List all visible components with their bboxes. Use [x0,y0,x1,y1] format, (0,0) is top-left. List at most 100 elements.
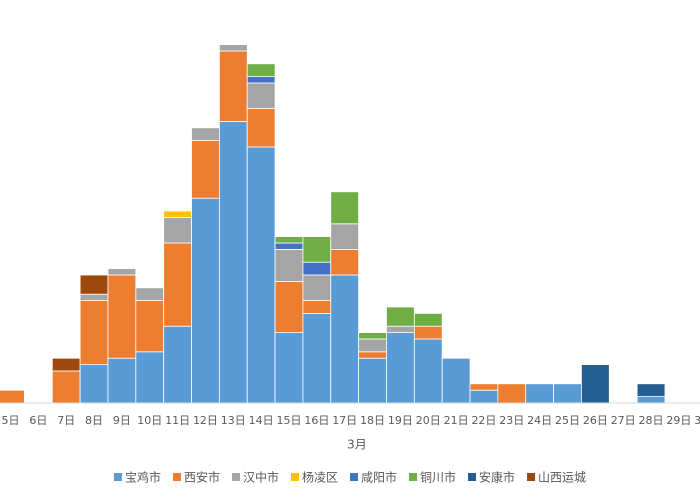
bar-segment [274,242,304,250]
bar-segment [163,325,192,404]
bar-segment [636,383,666,397]
legend-swatch [290,473,299,481]
bar-segment [581,364,610,404]
x-tick-label: 10日 [137,414,162,427]
bar-segment [330,223,360,250]
bar-segment [191,127,220,142]
legend-label: 西安市 [184,470,220,485]
bar-segment [497,383,527,404]
legend-label: 铜川市 [420,470,456,485]
x-tick-label: 20日 [416,414,441,427]
bar-segment [330,191,360,225]
bar-segment [636,396,666,404]
bar-segment [274,248,304,282]
bar-segment [79,293,109,302]
x-tick-label: 7日 [57,414,75,427]
x-tick-label: 13日 [221,414,246,427]
bar-segment [79,274,109,295]
bar-segment [107,274,137,359]
bar-segment [386,332,415,404]
bar-segment [386,306,415,327]
legend-label: 山西运城 [538,471,586,485]
x-tick-label: 15日 [277,414,302,427]
legend-label: 杨凌区 [302,470,338,485]
bar-segment [191,140,220,199]
bar-segment [135,351,165,404]
bar-segment [246,63,276,77]
bar-segment [79,300,109,366]
x-tick-label: 18日 [360,414,385,427]
legend-swatch [350,473,358,481]
legend-label: 咸阳市 [361,470,397,485]
bar-segment [413,338,443,404]
x-tick-label: 6日 [29,414,47,427]
bar-segment [358,332,387,340]
x-tick-label: 25日 [555,414,580,427]
bar-segment [274,280,304,333]
bar-segment [246,76,276,84]
bar-segment [386,325,415,334]
x-tick-label: 16日 [304,414,329,427]
x-tick-label: 17日 [332,414,357,427]
bar-segment [107,357,137,404]
bar-segment [51,357,81,372]
bar-segment [163,216,192,244]
bar-segment [330,274,360,404]
bar-segment [525,383,554,404]
bar-segment [135,300,165,353]
x-tick-label: 24日 [527,414,552,427]
legend-label: 安康市 [479,470,515,485]
bar-segment [274,236,304,244]
x-tick-label: 21日 [444,414,469,427]
x-tick-label: 14日 [249,414,274,427]
legend-label: 宝鸡市 [125,470,161,485]
x-tick-label: 27日 [611,414,636,427]
bar-segment [107,268,137,276]
legend: 宝鸡市 西安市 汉中市 杨凌区 咸阳市 铜川市 安康市 山西运城 [113,470,586,485]
x-tick-label: 29日 [666,414,691,427]
x-tick-label: 5日 [2,414,20,427]
bar-segment [358,351,387,359]
bar-segment [163,242,192,327]
bar-segment [302,312,332,404]
legend-swatch [172,473,181,481]
bar-segment [218,50,248,122]
bar-segment [441,357,471,404]
legend-swatch [527,473,536,481]
bar-segment [330,248,360,276]
bar-segment [358,338,387,353]
x-tick-label: 22日 [471,414,496,427]
legend-swatch [409,473,418,481]
x-tick-label: 30日 [694,414,700,427]
x-tick-label: 23日 [499,414,524,427]
bar-segment [246,108,276,148]
legend-swatch [231,473,240,481]
bar-segment [469,383,499,391]
bar-segment [218,44,248,52]
bar-segment [302,236,332,263]
x-tick-label: 19日 [388,414,413,427]
x-tick-label: 8日 [85,414,103,427]
bar-segment [302,261,332,276]
bar-segment [218,121,248,404]
bar-segment [469,389,499,404]
bar-segment [135,287,165,301]
bar-segment [246,82,276,110]
bar-segment [191,197,220,404]
bar-segment [163,210,192,218]
bar-segment [553,383,582,404]
x-tick-label: 9日 [113,414,131,427]
x-tick-label: 28日 [639,414,664,427]
bar-segment [302,300,332,314]
bar-segment [413,325,443,340]
x-tick-label: 11日 [165,414,190,427]
bar-segment [79,364,109,404]
x-tick-label: 26日 [583,414,608,427]
bar-segment [302,274,332,302]
bar-segment [246,146,276,404]
x-tick-label: 12日 [193,414,218,427]
bar-segment [358,357,387,404]
bar-segment [0,389,25,404]
legend-swatch [468,473,477,481]
